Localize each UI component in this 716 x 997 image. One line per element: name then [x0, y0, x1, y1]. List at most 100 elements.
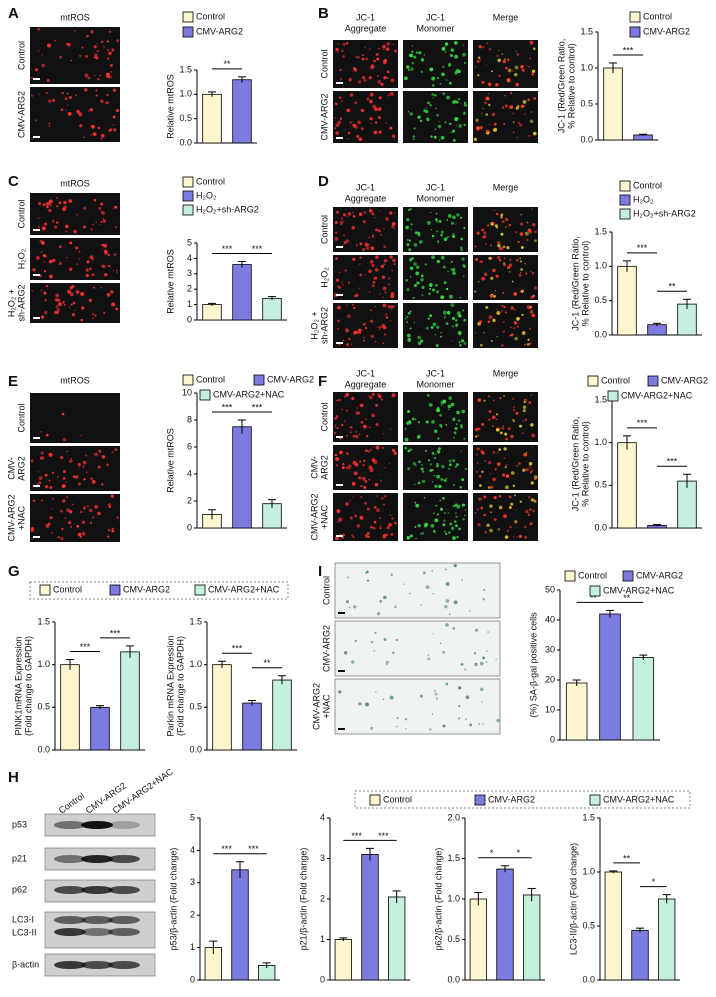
cell-dot — [529, 466, 531, 468]
cell-dot — [374, 121, 378, 124]
cell-dot — [80, 434, 82, 437]
cell-dot — [489, 244, 493, 247]
cell-dot — [438, 447, 441, 451]
cell-dot — [375, 276, 378, 280]
image-title: Monomer — [416, 193, 454, 203]
cell-dot — [112, 115, 116, 119]
cell-dot — [349, 431, 352, 434]
cell-dot — [91, 313, 95, 316]
cell-dot — [412, 296, 415, 299]
cell-dot — [414, 501, 417, 504]
cell-dot — [425, 449, 428, 452]
cell-dot — [335, 123, 340, 128]
cell-dot — [391, 448, 396, 453]
cell-dot — [505, 485, 509, 490]
cell-dot — [51, 507, 53, 510]
cell-dot — [341, 100, 343, 103]
cell-dot — [357, 120, 361, 125]
cell-dot — [81, 46, 84, 49]
cell-dot — [390, 78, 395, 83]
cell-dot — [358, 460, 362, 463]
scale-bar — [338, 728, 345, 730]
image-title: Monomer — [416, 379, 454, 389]
cell-dot — [351, 396, 355, 400]
cell-dot — [487, 82, 492, 87]
cell-dot — [443, 316, 446, 319]
cell-dot — [534, 230, 537, 234]
cell-dot — [529, 342, 532, 345]
cell-dot — [491, 293, 494, 296]
cell-dot — [432, 592, 434, 595]
cell-dot — [391, 134, 396, 139]
cell-dot — [527, 513, 530, 516]
cell-dot — [415, 271, 420, 276]
cell-dot — [335, 463, 339, 467]
cell-dot — [452, 234, 456, 238]
cell-dot — [110, 71, 113, 73]
cell-dot — [429, 288, 432, 290]
image-title: JC-1 — [356, 368, 375, 378]
cell-dot — [436, 464, 439, 468]
y-tick-label: 10 — [182, 387, 192, 397]
cell-dot — [440, 230, 444, 234]
cell-dot — [56, 197, 59, 200]
cell-dot — [78, 258, 80, 260]
cell-dot — [345, 392, 350, 397]
cell-dot — [496, 226, 499, 229]
cell-dot — [362, 424, 367, 429]
cell-dot — [497, 243, 501, 248]
cell-dot — [443, 479, 447, 483]
cell-dot — [504, 58, 506, 60]
micrograph — [403, 91, 468, 143]
cell-dot — [514, 308, 516, 311]
cell-dot — [493, 122, 497, 126]
cell-dot — [407, 111, 410, 113]
cell-dot — [485, 235, 487, 237]
cell-dot — [368, 269, 372, 274]
image-title: Merge — [493, 182, 519, 192]
cell-dot — [450, 526, 455, 531]
cell-dot — [334, 453, 338, 457]
cell-dot — [70, 303, 73, 306]
cell-dot — [454, 426, 458, 430]
cell-dot — [356, 524, 361, 528]
cell-dot — [364, 534, 369, 538]
cell-dot — [48, 208, 52, 213]
legend-label: CMV-ARG2 — [123, 584, 170, 594]
cell-dot — [49, 203, 52, 207]
cell-dot — [89, 508, 93, 513]
cell-dot — [530, 498, 534, 502]
cell-dot — [78, 250, 81, 253]
cell-dot — [413, 243, 418, 247]
cell-dot — [510, 434, 514, 439]
cell-dot — [392, 43, 394, 46]
cell-dot — [515, 509, 517, 512]
cell-dot — [487, 93, 490, 95]
cell-dot — [482, 597, 486, 601]
y-tick-label: 0.5 — [580, 98, 593, 108]
sig-label: ** — [623, 853, 631, 863]
cell-dot — [368, 209, 373, 213]
cell-dot — [525, 468, 529, 472]
cell-dot — [515, 411, 519, 415]
cell-dot — [79, 124, 83, 128]
cell-dot — [32, 268, 36, 272]
cell-dot — [38, 476, 43, 481]
band-label: p53 — [12, 819, 27, 829]
cell-dot — [61, 412, 65, 416]
legend-swatch — [182, 26, 194, 38]
y-tick-label: 0.5 — [189, 702, 202, 712]
cell-dot — [448, 63, 452, 67]
blot-band — [108, 961, 140, 969]
cell-dot — [60, 455, 64, 460]
cell-dot — [442, 724, 446, 728]
cell-dot — [435, 453, 437, 455]
cell-dot — [337, 327, 340, 330]
cell-dot — [104, 249, 108, 254]
cell-dot — [390, 305, 394, 309]
cell-dot — [371, 392, 375, 397]
cell-dot — [90, 30, 94, 34]
cell-dot — [345, 42, 349, 45]
cell-dot — [524, 231, 529, 236]
cell-dot — [379, 210, 381, 212]
